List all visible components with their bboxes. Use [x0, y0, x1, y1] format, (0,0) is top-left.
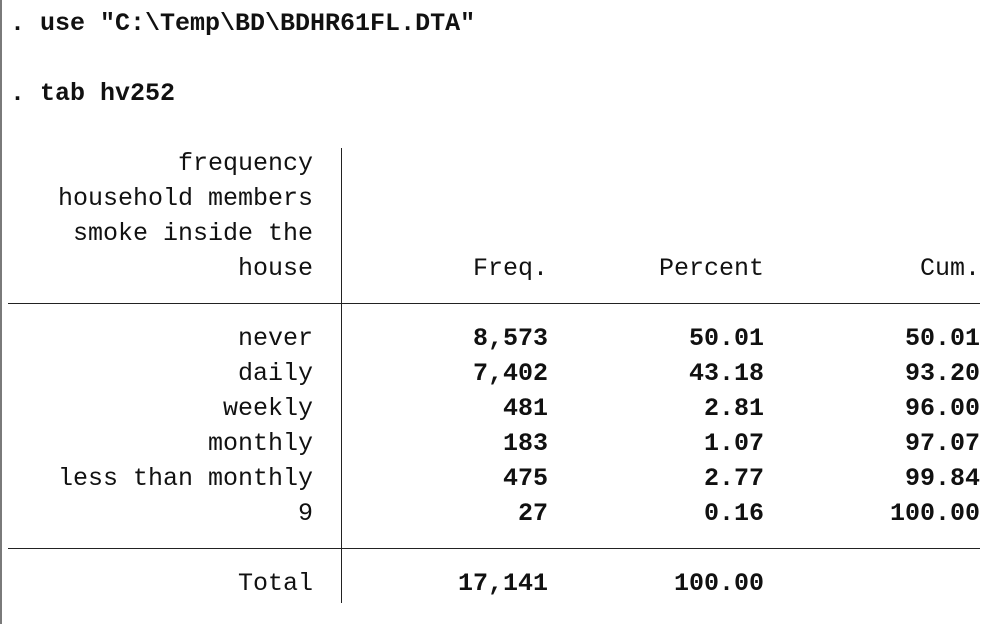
table-row-percent: 0.16 — [703, 499, 764, 528]
table-row-freq: 8,573 — [472, 324, 548, 353]
table-row-label: 9 — [297, 499, 313, 528]
table-row-percent: 2.77 — [703, 464, 764, 493]
var-label-line-2: household members — [57, 184, 313, 213]
header-cum: Cum. — [919, 254, 980, 283]
table-row-label: daily — [237, 359, 313, 388]
table-row-label: monthly — [207, 429, 313, 458]
table-row-label: never — [237, 324, 313, 353]
table-row-cum: 99.84 — [904, 464, 980, 493]
table-row-percent: 2.81 — [703, 394, 764, 423]
table-row-cum: 50.01 — [904, 324, 980, 353]
command-line-use: . use "C:\Temp\BD\BDHR61FL.DTA" — [10, 9, 476, 38]
header-freq: Freq. — [472, 254, 548, 283]
table-row-label: less than monthly — [57, 464, 313, 493]
table-row-cum: 97.07 — [904, 429, 980, 458]
var-label-line-3: smoke inside the — [72, 219, 313, 248]
total-rule — [8, 548, 980, 549]
table-row-cum: 100.00 — [889, 499, 980, 528]
table-row-percent: 1.07 — [703, 429, 764, 458]
table-row-freq: 27 — [517, 499, 548, 528]
table-vertical-separator — [341, 148, 342, 603]
table-row-freq: 475 — [502, 464, 548, 493]
header-percent: Percent — [658, 254, 764, 283]
table-row-percent: 43.18 — [688, 359, 764, 388]
table-row-label: weekly — [222, 394, 313, 423]
total-percent: 100.00 — [673, 569, 764, 598]
table-row-cum: 93.20 — [904, 359, 980, 388]
header-rule — [8, 303, 980, 304]
total-freq: 17,141 — [457, 569, 548, 598]
var-label-line-1: frequency — [177, 149, 313, 178]
command-line-tab: . tab hv252 — [10, 79, 176, 108]
table-row-freq: 7,402 — [472, 359, 548, 388]
table-row-percent: 50.01 — [688, 324, 764, 353]
total-label: Total — [237, 569, 313, 598]
var-label-line-4: house — [237, 254, 313, 283]
table-row-freq: 183 — [502, 429, 548, 458]
table-row-freq: 481 — [502, 394, 548, 423]
table-row-cum: 96.00 — [904, 394, 980, 423]
